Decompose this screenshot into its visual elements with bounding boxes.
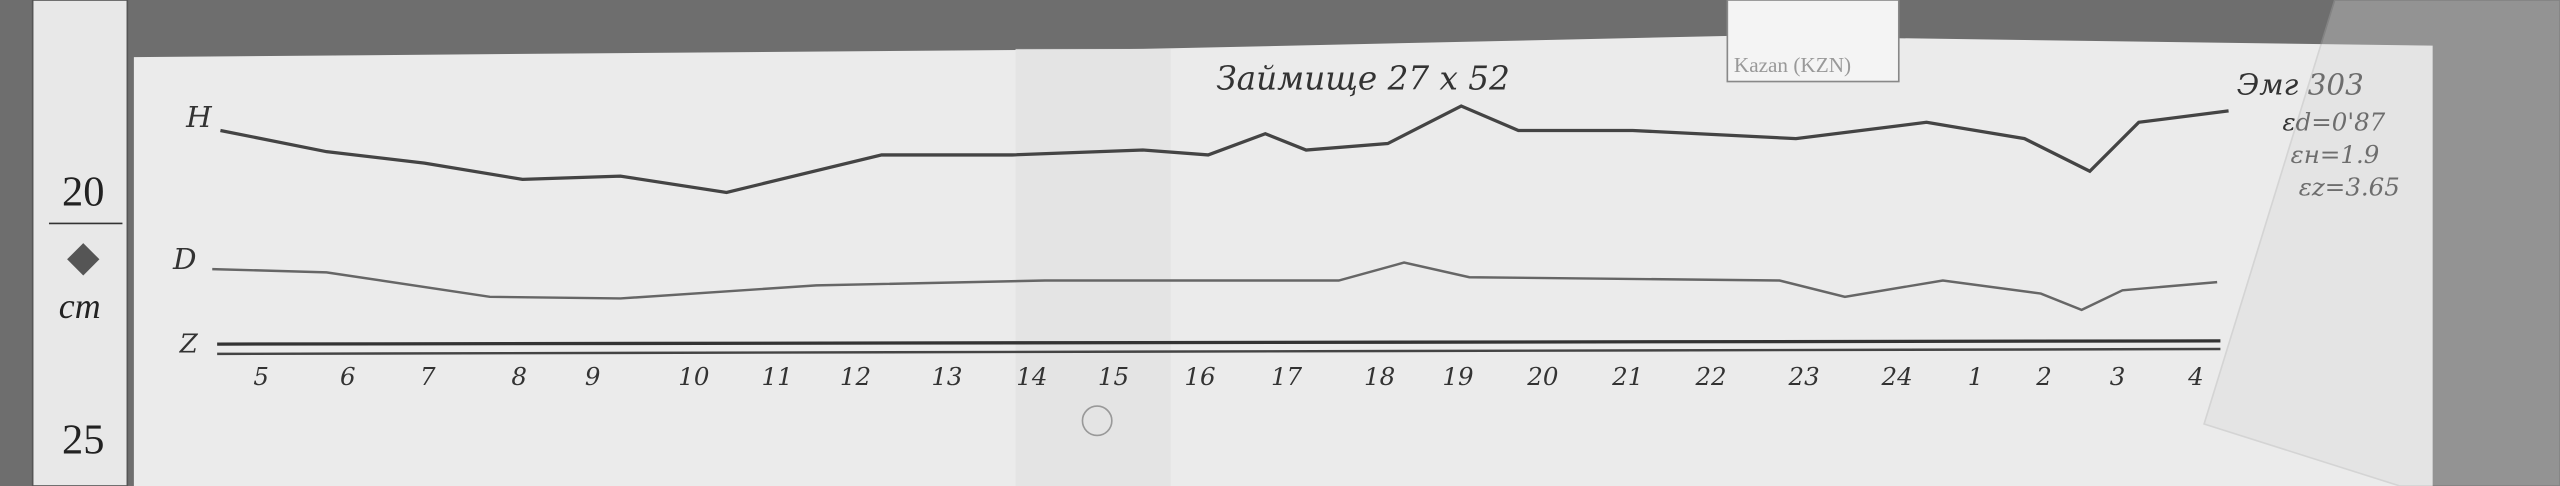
hour-label: 6 <box>340 362 356 391</box>
tape-strip <box>1015 48 1171 486</box>
trace-label-d: D <box>172 242 197 276</box>
hour-axis: 5 6 7 8 9 10 11 12 13 14 15 16 17 18 19 20 21 22 23 24 1 2 3 4 <box>253 362 2203 391</box>
trace-z-upper <box>217 339 2221 346</box>
hour-label: 5 <box>253 362 269 391</box>
hour-label: 18 <box>1364 362 1395 391</box>
note-eps-h: εн=1.9 <box>2291 140 2380 169</box>
ruler-unit: cm <box>59 286 101 326</box>
hour-label: 13 <box>931 362 962 391</box>
trace-z-lower <box>217 347 2221 356</box>
hour-label: 16 <box>1184 362 1215 391</box>
hour-label: 10 <box>678 362 709 391</box>
hour-label: 14 <box>1016 362 1047 391</box>
hour-label: 22 <box>1694 362 1726 391</box>
punch-hole <box>1081 405 1113 437</box>
trace-label-h: H <box>185 100 213 134</box>
hour-label: 9 <box>585 362 601 391</box>
paper-sheet <box>133 35 2433 486</box>
ruler <box>31 0 129 486</box>
ruler-mark-25: 25 <box>62 416 104 463</box>
trace-label-z: Z <box>179 329 199 359</box>
hour-label: 4 <box>2187 362 2204 391</box>
hour-label: 15 <box>1098 362 1129 391</box>
note-eps-d: εd=0'87 <box>2282 107 2385 136</box>
hour-label: 21 <box>1611 362 1643 391</box>
note-eps-z: εz=3.65 <box>2299 173 2400 202</box>
hour-label: 3 <box>2110 362 2126 391</box>
hour-label: 11 <box>762 362 793 391</box>
hour-label: 12 <box>840 362 871 391</box>
handwritten-title: Займище 27 x 52 <box>1216 60 1510 98</box>
note-instrument: Эмг 303 <box>2237 68 2364 102</box>
hour-label: 20 <box>1526 362 1558 391</box>
station-label-card <box>1726 0 1900 83</box>
hour-label: 7 <box>420 362 436 391</box>
hour-label: 8 <box>511 362 527 391</box>
hour-label: 23 <box>1788 362 1820 391</box>
trace-d <box>212 261 2218 312</box>
hour-label: 17 <box>1271 362 1303 391</box>
hour-label: 19 <box>1442 362 1473 391</box>
ruler-mark-20: 20 <box>62 169 104 216</box>
hour-label: 24 <box>1881 362 1913 391</box>
hour-label: 1 <box>1968 362 1984 391</box>
station-label: Kazan (KZN) <box>1734 53 1851 77</box>
hour-label: 2 <box>2035 362 2052 391</box>
trace-h <box>220 104 2229 195</box>
glass-plate <box>2203 0 2560 486</box>
